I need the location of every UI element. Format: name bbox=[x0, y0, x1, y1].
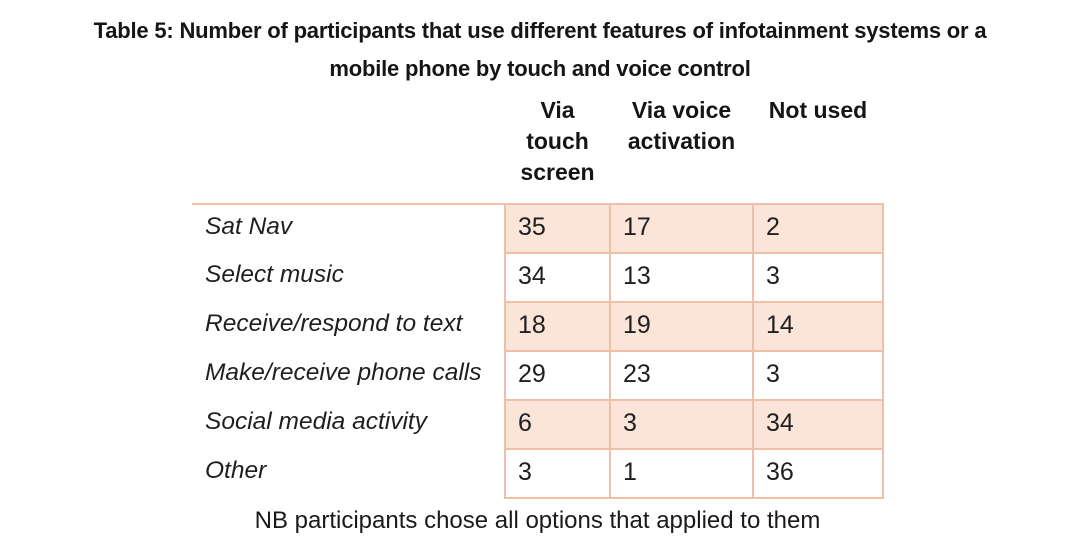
data-cell: 3 bbox=[504, 448, 611, 499]
table-caption: Table 5: Number of participants that use… bbox=[0, 12, 1080, 88]
data-cell: 2 bbox=[752, 203, 884, 254]
data-cell: 6 bbox=[504, 399, 611, 450]
table-row-social-media-activity: Social media activity 6 3 34 bbox=[192, 399, 884, 450]
table-caption-line-1: Table 5: Number of participants that use… bbox=[93, 18, 987, 43]
data-cell: 1 bbox=[609, 448, 754, 499]
row-label: Receive/respond to text bbox=[205, 310, 463, 337]
row-label: Social media activity bbox=[205, 408, 427, 435]
data-cell: 18 bbox=[504, 301, 611, 352]
table-row-sat-nav: Sat Nav 35 17 2 bbox=[192, 203, 884, 254]
table-row-make-receive-phone-calls: Make/receive phone calls 29 23 3 bbox=[192, 350, 884, 401]
data-cell: 13 bbox=[609, 252, 754, 303]
data-cell: 34 bbox=[504, 252, 611, 303]
data-cell: 34 bbox=[752, 399, 884, 450]
data-cell: 36 bbox=[752, 448, 884, 499]
row-label: Select music bbox=[205, 261, 344, 288]
table-row-receive-respond-to-text: Receive/respond to text 18 19 14 bbox=[192, 301, 884, 352]
data-cell: 17 bbox=[609, 203, 754, 254]
row-label: Other bbox=[205, 457, 267, 484]
column-header-via-touch-screen: Via touch screen bbox=[520, 97, 595, 185]
header-row: Via touch screen Via voice activation No… bbox=[192, 93, 883, 204]
row-header-spacer bbox=[192, 93, 505, 204]
table-row-select-music: Select music 34 13 3 bbox=[192, 252, 884, 303]
data-cell: 23 bbox=[609, 350, 754, 401]
data-cell: 3 bbox=[752, 350, 884, 401]
column-header-not-used: Not used bbox=[768, 97, 868, 123]
data-cell: 29 bbox=[504, 350, 611, 401]
table-row-other: Other 3 1 36 bbox=[192, 448, 884, 499]
data-cell: 35 bbox=[504, 203, 611, 254]
row-label: Make/receive phone calls bbox=[205, 359, 482, 386]
data-cell: 19 bbox=[609, 301, 754, 352]
data-cell: 3 bbox=[752, 252, 884, 303]
footnote: NB participants chose all options that a… bbox=[254, 507, 821, 534]
data-cell: 3 bbox=[609, 399, 754, 450]
table-caption-line-2: mobile phone by touch and voice control bbox=[329, 56, 751, 81]
participants-features-table: Via touch screen Via voice activation No… bbox=[192, 93, 884, 499]
column-header-via-voice-activation: Via voice activation bbox=[627, 97, 736, 154]
data-cell: 14 bbox=[752, 301, 884, 352]
row-label: Sat Nav bbox=[192, 203, 505, 253]
